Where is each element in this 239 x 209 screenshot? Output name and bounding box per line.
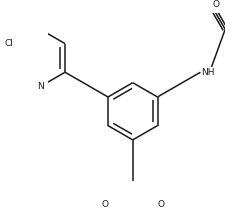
Text: O: O (157, 200, 164, 209)
Text: Cl: Cl (5, 39, 14, 48)
Text: N: N (37, 82, 44, 91)
Text: O: O (213, 0, 220, 9)
Text: O: O (101, 200, 108, 209)
Text: NH: NH (201, 68, 215, 77)
